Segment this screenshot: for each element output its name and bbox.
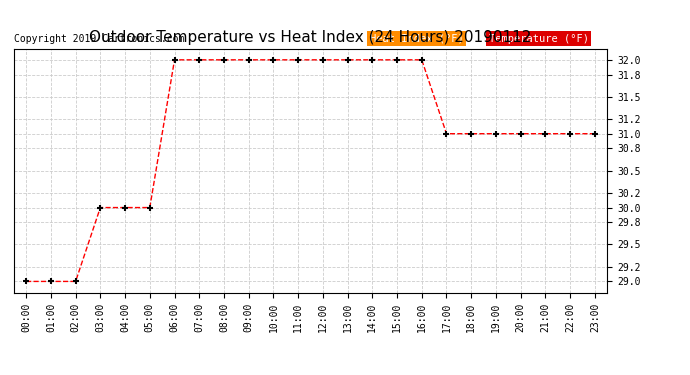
Text: Temperature (°F): Temperature (°F) (489, 34, 589, 44)
Text: Copyright 2019 Cartronics.com: Copyright 2019 Cartronics.com (14, 34, 184, 44)
Title: Outdoor Temperature vs Heat Index (24 Hours) 20190112: Outdoor Temperature vs Heat Index (24 Ho… (89, 30, 532, 45)
Text: Heat Index (°F): Heat Index (°F) (370, 34, 464, 44)
